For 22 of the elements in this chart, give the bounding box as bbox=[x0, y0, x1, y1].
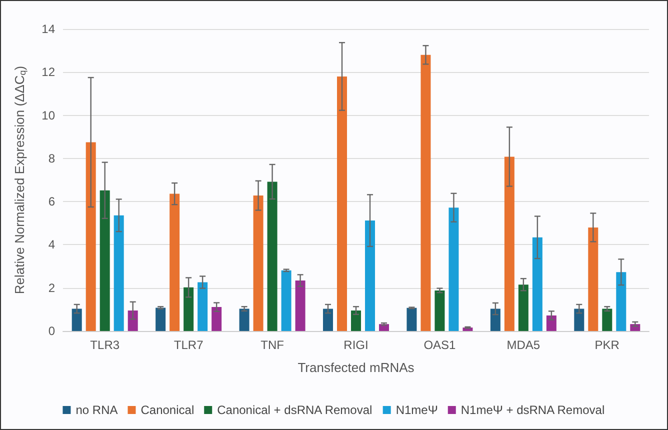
legend-label: no RNA bbox=[76, 403, 118, 417]
y-tick-label: 6 bbox=[48, 194, 56, 209]
x-tick-label: MDA5 bbox=[506, 338, 540, 352]
legend-label: Canonical bbox=[140, 403, 194, 417]
y-axis-title: Relative Normalized Expression (ΔΔCq) bbox=[12, 66, 28, 294]
y-tick-label: 10 bbox=[42, 108, 56, 122]
y-tick-label: 8 bbox=[48, 151, 56, 166]
x-tick-label: RIGI bbox=[344, 338, 368, 352]
x-axis-title: Transfected mRNAs bbox=[298, 360, 415, 375]
legend-label: Canonical + dsRNA Removal bbox=[217, 403, 372, 417]
x-tick-label: TNF bbox=[260, 338, 284, 352]
legend-label: N1meΨ bbox=[396, 403, 438, 417]
x-tick-label: OAS1 bbox=[424, 338, 456, 352]
x-tick-label: TLR7 bbox=[174, 338, 204, 352]
y-tick-label: 12 bbox=[42, 65, 56, 80]
x-tick-label: TLR3 bbox=[90, 338, 120, 352]
y-tick-label: 4 bbox=[48, 238, 56, 252]
y-tick-label: 0 bbox=[48, 324, 56, 338]
x-tick-label: PKR bbox=[594, 338, 620, 352]
y-tick-label: 2 bbox=[48, 280, 56, 295]
y-tick-label: 14 bbox=[42, 22, 56, 36]
legend-label: N1meΨ + dsRNA Removal bbox=[460, 403, 605, 417]
